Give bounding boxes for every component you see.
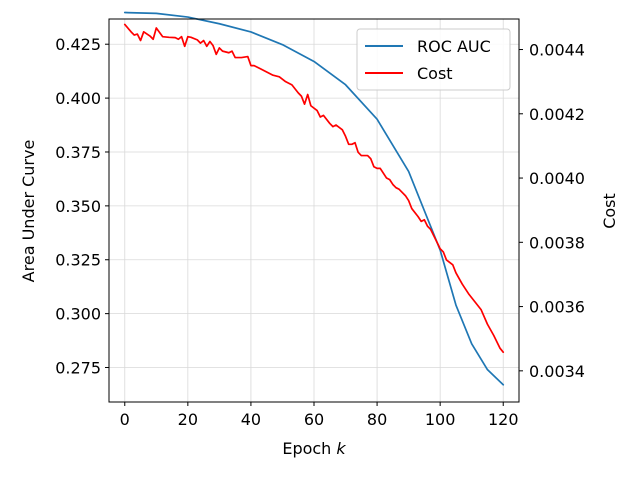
legend: ROC AUC Cost [356,28,511,91]
y-left-tick-label: 0.350 [55,197,101,216]
y-left-tick-label: 0.275 [55,359,101,378]
y-left-axis-label: Area Under Curve [19,140,38,283]
y-right-tick-label: 0.0044 [529,41,585,60]
y-left-tick-label: 0.375 [55,143,101,162]
x-tick-label: 120 [488,410,519,429]
x-tick-label: 80 [367,410,387,429]
y-left-tick-label: 0.425 [55,35,101,54]
x-tick-label: 40 [241,410,261,429]
x-axis-ticks: 0 20 40 60 80 100 120 [120,402,519,429]
y-right-tick-label: 0.0036 [529,298,585,317]
y-right-tick-label: 0.0038 [529,233,585,252]
legend-label-cost: Cost [417,64,453,83]
y-right-tick-label: 0.0034 [529,362,585,381]
legend-label-roc-auc: ROC AUC [417,37,491,56]
y-left-tick-label: 0.325 [55,251,101,270]
x-tick-label: 0 [120,410,130,429]
x-tick-label: 20 [178,410,198,429]
series-line-cost [123,23,505,354]
y-right-tick-label: 0.0040 [529,169,585,188]
x-axis-label: Epoch k [282,439,346,458]
y-left-tick-label: 0.300 [55,305,101,324]
y-left-tick-label: 0.400 [55,89,101,108]
y-right-axis-ticks: 0.0034 0.0036 0.0038 0.0040 0.0042 0.0044 [519,41,585,381]
x-tick-label: 100 [425,410,456,429]
x-tick-label: 60 [304,410,324,429]
y-right-axis-label: Cost [600,193,619,229]
legend-box [356,28,511,91]
y-right-tick-label: 0.0042 [529,105,585,124]
y-left-axis-ticks: 0.275 0.300 0.325 0.350 0.375 0.400 0.425 [55,35,109,378]
